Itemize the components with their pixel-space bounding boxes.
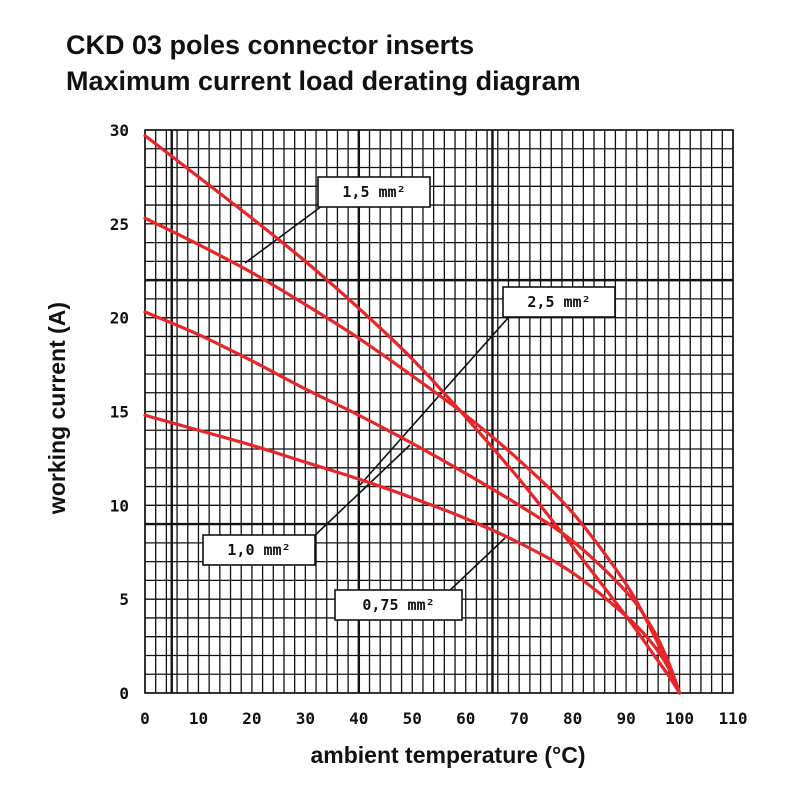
y-tick-label: 0 [119,684,129,703]
minor-grid [144,129,734,694]
chart-title-line2: Maximum current load derating diagram [66,66,581,96]
plot-frame [144,129,734,694]
x-tick-label: 100 [665,709,694,728]
x-tick-label: 30 [296,709,315,728]
label-leader-lines [244,199,516,596]
x-tick-label: 10 [189,709,208,728]
y-tick-label: 5 [119,590,129,609]
y-tick-label: 10 [110,496,129,515]
series-label-box [502,286,616,318]
series-line [143,216,682,695]
x-axis-title: ambient temperature (°C) [310,742,585,768]
x-tick-label: 0 [140,709,150,728]
y-tick-label: 25 [110,215,129,234]
series-label: 2,5 mm² [527,293,590,311]
x-tick-label: 50 [403,709,422,728]
y-tick-label: 15 [110,403,129,422]
y-tick-label: 20 [110,309,129,328]
series-labels: 1,5 mm² 2,5 mm² 1,0 mm² 0,75 mm² [202,176,616,621]
series-label-box [334,589,463,621]
series-label: 0,75 mm² [362,596,434,614]
x-tick-label: 80 [563,709,582,728]
x-tick-label: 70 [510,709,529,728]
x-tick-label: 110 [719,709,748,728]
y-tick-label: 30 [110,121,129,140]
series-label: 1,0 mm² [227,541,290,559]
leader-line [309,444,411,541]
x-axis-ticks: 0 10 20 30 40 50 60 70 80 90 100 110 [140,709,747,728]
series-label: 1,5 mm² [342,183,405,201]
leader-line [359,309,516,486]
x-tick-label: 60 [456,709,475,728]
chart-title-line1: CKD 03 poles connector inserts [66,30,475,60]
series-label-box [202,534,316,566]
leader-line [444,537,506,596]
x-tick-label: 40 [349,709,368,728]
x-tick-label: 90 [616,709,635,728]
x-tick-label: 20 [242,709,261,728]
y-axis-ticks: 0 5 10 15 20 25 30 [110,121,129,703]
series-label-box [317,176,431,208]
series-lines [143,134,682,695]
series-line [143,310,682,695]
leader-line [244,199,331,264]
y-axis-title: working current (A) [44,302,70,515]
series-line [143,413,682,695]
